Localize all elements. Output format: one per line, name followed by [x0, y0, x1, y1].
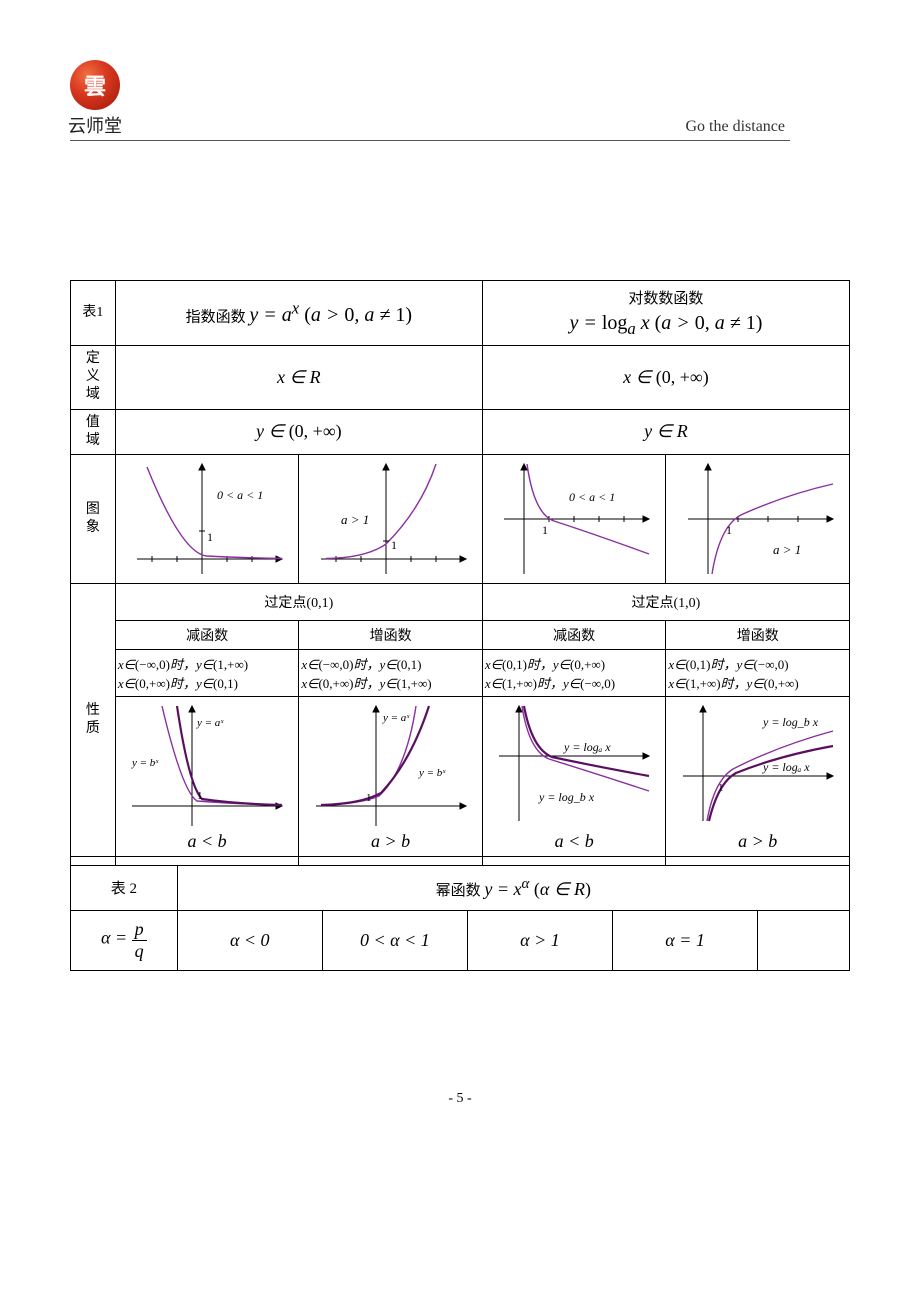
header-rule: [70, 140, 790, 141]
t1-log-dec-ranges: x∈(0,1)时，y∈(0,+∞) x∈(1,+∞)时，y∈(−∞,0): [482, 649, 666, 696]
svg-text:1: 1: [366, 792, 372, 804]
svg-text:1: 1: [391, 538, 397, 552]
logo-text: 云师堂: [60, 112, 130, 138]
svg-text:y = aˣ: y = aˣ: [196, 717, 224, 729]
graph-exp-cmp-ab: y = aˣ y = bˣ 1 a < b: [115, 696, 299, 856]
svg-text:y = log_b x: y = log_b x: [762, 715, 819, 729]
cmp-a-gt-b-1: a > b: [301, 831, 480, 852]
cmp-a-gt-b-2: a > b: [668, 831, 847, 852]
header-right-text: Go the distance: [685, 118, 785, 136]
logo-seal-char: 雲: [84, 69, 106, 101]
t2-c3: α > 1: [467, 910, 612, 970]
t1-exp-header: 指数函数 y = ax (a > 0, a ≠ 1): [115, 281, 482, 346]
t2-c0: α = pq: [71, 910, 178, 970]
t1-exp-inc-label: 增函数: [299, 620, 483, 649]
t1-log-inc-label: 增函数: [666, 620, 850, 649]
t1-graph-label: 图象: [71, 454, 116, 583]
t1-log-header-top: 对数数函数: [487, 287, 845, 308]
t1-label-text: 表1: [82, 305, 103, 320]
svg-text:y = bˣ: y = bˣ: [418, 767, 446, 779]
graph-exp-inc: a > 1 1: [299, 454, 483, 583]
svg-text:1: 1: [726, 523, 732, 537]
t1-label: 表1: [71, 281, 116, 346]
svg-text:0 < a < 1: 0 < a < 1: [217, 488, 263, 502]
t2-frac-n: p: [132, 919, 147, 941]
graph-log-inc: a > 1 1: [666, 454, 850, 583]
svg-text:y = bˣ: y = bˣ: [131, 757, 159, 769]
t1-domain-label: 定义域: [71, 346, 116, 410]
t1-range-log: y ∈ R: [482, 409, 849, 454]
t1-log-header: 对数数函数 y = loga x (a > 0, a ≠ 1): [482, 281, 849, 346]
t2-label: 表 2: [71, 865, 178, 910]
svg-text:a > 1: a > 1: [773, 542, 801, 557]
t2-c4: α = 1: [613, 910, 758, 970]
t1-log-dec-label: 减函数: [482, 620, 666, 649]
t2-title-prefix: 幂函数: [436, 883, 485, 899]
t1-exp-header-formula: y = ax (a > 0, a ≠ 1): [249, 304, 412, 326]
cmp-a-lt-b-2: a < b: [485, 831, 664, 852]
svg-text:0 < a < 1: 0 < a < 1: [569, 490, 615, 504]
t1-log-header-formula: y = loga x (a > 0, a ≠ 1): [487, 312, 845, 339]
t2-c1: α < 0: [177, 910, 322, 970]
t2-c2: 0 < α < 1: [322, 910, 467, 970]
t1-exp-dec-ranges: x∈(−∞,0)时，y∈(1,+∞) x∈(0,+∞)时，y∈(0,1): [115, 649, 299, 696]
svg-text:1: 1: [207, 530, 213, 544]
table-1: 表1 指数函数 y = ax (a > 0, a ≠ 1) 对数数函数 y = …: [70, 280, 850, 866]
t1-exp-header-prefix: 指数函数: [186, 309, 250, 325]
t2-title: 幂函数 y = xα (α ∈ R): [177, 865, 849, 910]
t1-fixed-exp: 过定点(0,1): [115, 583, 482, 620]
t1-domain-log: x ∈ (0, +∞): [482, 346, 849, 410]
page-footer: - 5 -: [70, 1091, 850, 1107]
t2-c5: [758, 910, 850, 970]
svg-text:y = log_b x: y = log_b x: [538, 790, 595, 804]
t1-prop-label: 性质: [71, 583, 116, 856]
svg-text:y = logₐ x: y = logₐ x: [762, 760, 810, 774]
table-2: 表 2 幂函数 y = xα (α ∈ R) α = pq α < 0 0 < …: [70, 865, 850, 971]
t1-fixed-log: 过定点(1,0): [482, 583, 849, 620]
svg-text:1: 1: [197, 790, 203, 802]
graph-log-dec: 0 < a < 1 1: [482, 454, 666, 583]
graph-log-cmp-ba: y = log_b x y = logₐ x 1 a > b: [666, 696, 850, 856]
svg-text:y = aˣ: y = aˣ: [382, 712, 410, 724]
svg-text:1: 1: [542, 523, 548, 537]
graph-exp-cmp-ba: y = aˣ y = bˣ 1 a > b: [299, 696, 483, 856]
logo-seal: 雲: [70, 60, 120, 110]
t1-range-label: 值域: [71, 409, 116, 454]
svg-text:y = logₐ x: y = logₐ x: [563, 740, 611, 754]
t1-exp-inc-ranges: x∈(−∞,0)时，y∈(0,1) x∈(0,+∞)时，y∈(1,+∞): [299, 649, 483, 696]
t1-exp-dec-label: 减函数: [115, 620, 299, 649]
svg-text:1: 1: [718, 782, 724, 794]
t1-log-inc-ranges: x∈(0,1)时，y∈(−∞,0) x∈(1,+∞)时，y∈(0,+∞): [666, 649, 850, 696]
t2-frac-d: q: [132, 941, 147, 962]
logo: 雲 云师堂: [60, 60, 130, 138]
cmp-a-lt-b: a < b: [118, 831, 297, 852]
content: 表1 指数函数 y = ax (a > 0, a ≠ 1) 对数数函数 y = …: [70, 280, 850, 971]
t1-domain-exp: x ∈ R: [115, 346, 482, 410]
graph-log-cmp-ab: y = logₐ x y = log_b x a < b: [482, 696, 666, 856]
svg-text:a > 1: a > 1: [341, 512, 369, 527]
t1-range-exp: y ∈ (0, +∞): [115, 409, 482, 454]
graph-exp-dec: 0 < a < 1 1: [115, 454, 299, 583]
